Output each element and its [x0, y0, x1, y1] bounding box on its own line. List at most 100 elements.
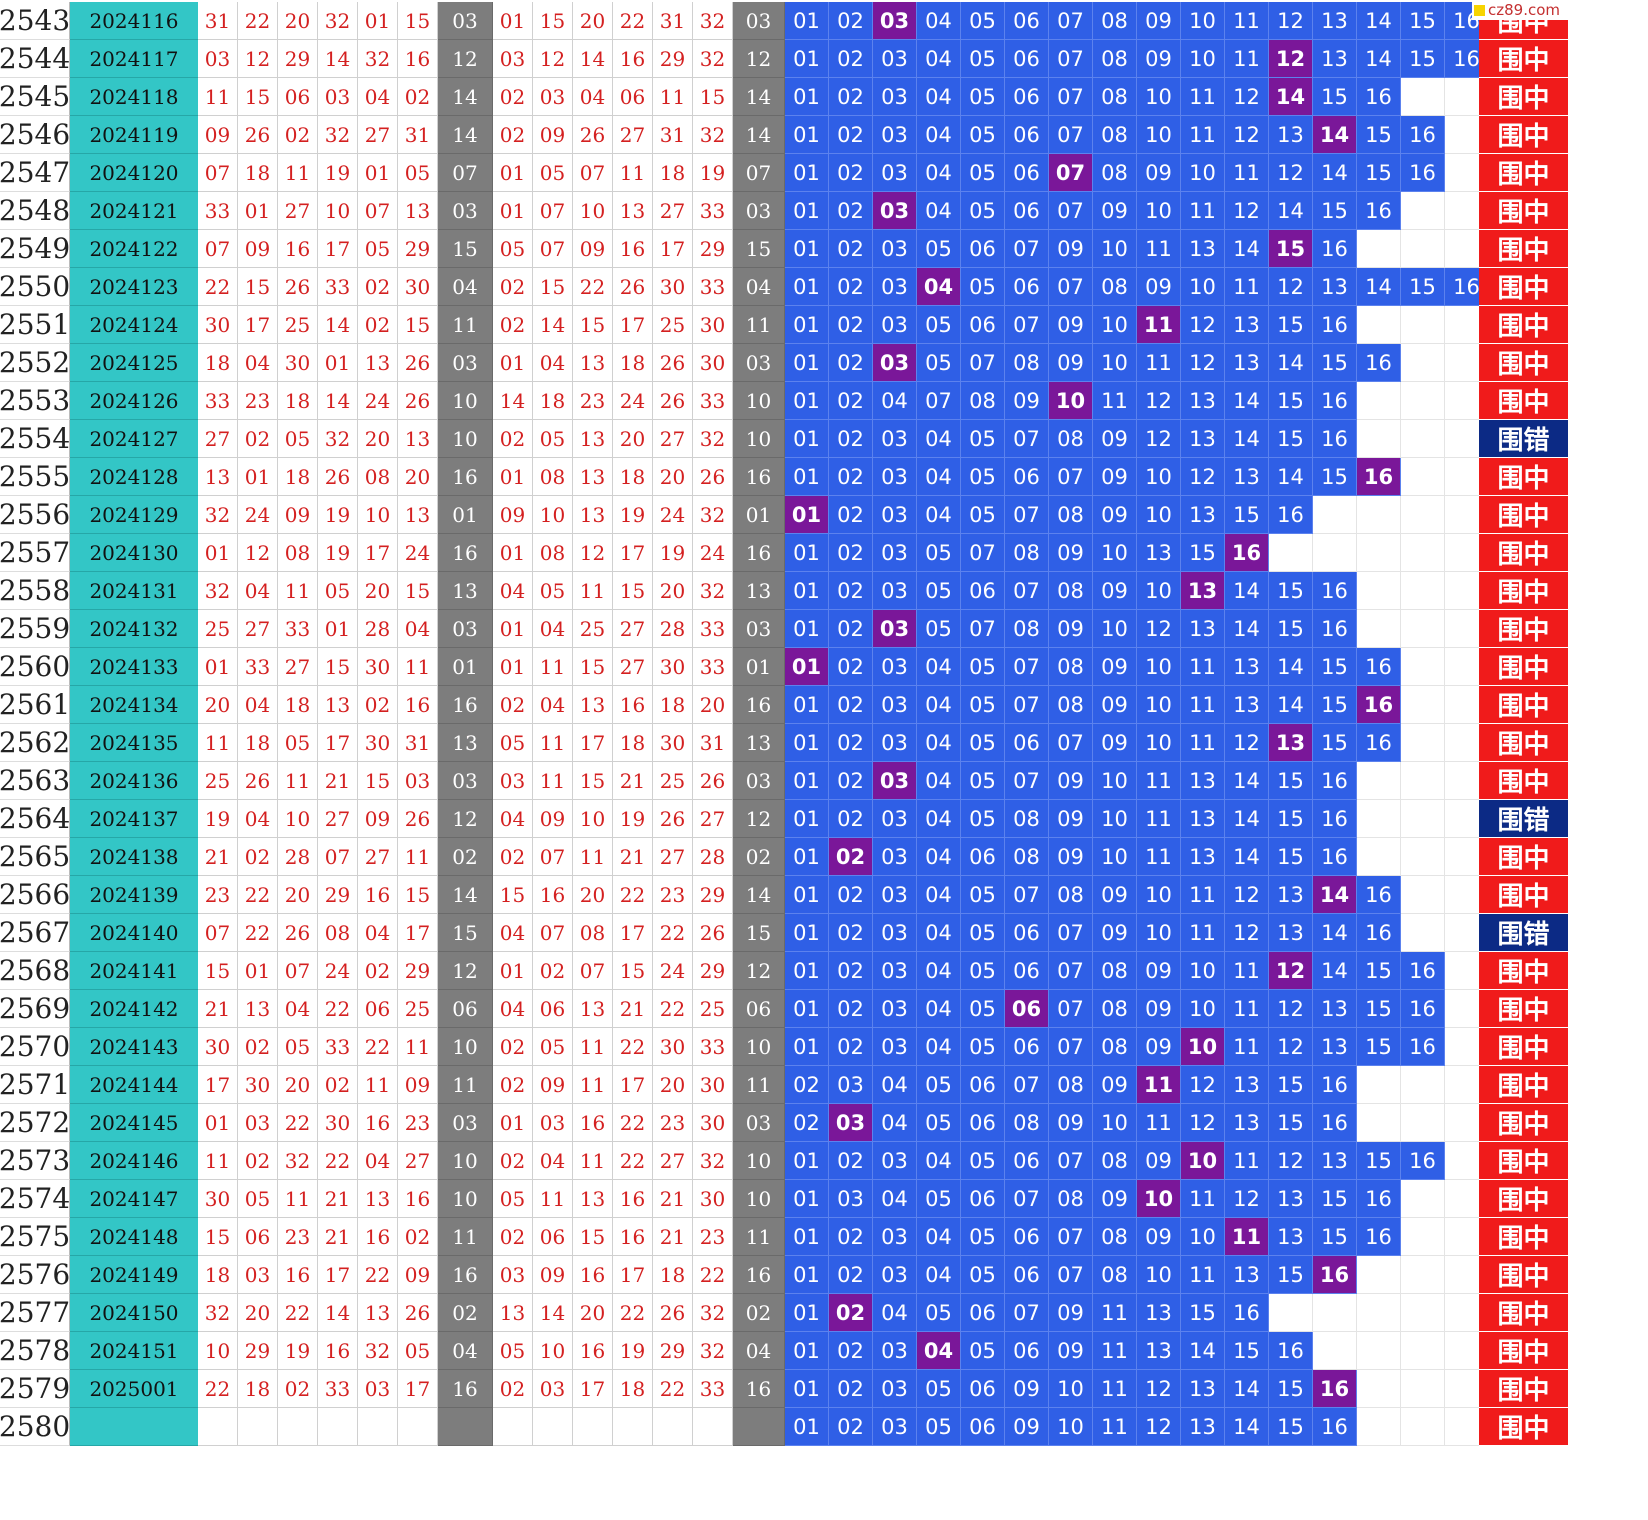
pick-number: 01: [785, 116, 829, 154]
pick-number: 09: [1049, 344, 1093, 382]
pick-number: 09: [1049, 1294, 1093, 1332]
pick-number: 02: [829, 116, 873, 154]
pick-number: 02: [829, 648, 873, 686]
draw-number: 05: [278, 420, 318, 458]
pick-number: 07: [1049, 78, 1093, 116]
pick-number: 13: [1137, 1294, 1181, 1332]
sorted-number: 16: [613, 40, 653, 78]
special-number-repeat: 03: [733, 1104, 785, 1142]
sorted-number: 21: [653, 1180, 693, 1218]
period-number: 2025001: [70, 1370, 198, 1408]
pick-number: 15: [1313, 458, 1357, 496]
sorted-number: 11: [533, 1180, 573, 1218]
pick-number: 03: [873, 952, 917, 990]
pick-number: 02: [829, 1218, 873, 1256]
sorted-number: 07: [533, 192, 573, 230]
pick-empty-cell: [1357, 1066, 1401, 1104]
row-index: 2577: [0, 1294, 70, 1332]
draw-number: 05: [238, 1180, 278, 1218]
sorted-number: 12: [533, 40, 573, 78]
pick-number: 10: [1093, 838, 1137, 876]
pick-number: 11: [1181, 1180, 1225, 1218]
pick-number: 01: [785, 572, 829, 610]
pick-number: 02: [829, 78, 873, 116]
pick-number: 08: [1093, 154, 1137, 192]
pick-number: 11: [1181, 648, 1225, 686]
special-number: 06: [438, 990, 493, 1028]
pick-number: 12: [1137, 610, 1181, 648]
pick-number: 09: [1137, 1218, 1181, 1256]
draw-number: 01: [238, 952, 278, 990]
draw-number: 26: [398, 382, 438, 420]
pick-empty-cell: [1357, 1294, 1401, 1332]
pick-number: 05: [961, 1028, 1005, 1066]
pick-number: 01: [785, 762, 829, 800]
sorted-number: 02: [493, 306, 533, 344]
sorted-number: 16: [573, 1104, 613, 1142]
pick-number: 12: [1181, 1066, 1225, 1104]
pick-number: 05: [961, 496, 1005, 534]
pick-number-hit: 11: [1137, 306, 1181, 344]
period-number: 2024148: [70, 1218, 198, 1256]
draw-number: 32: [198, 1294, 238, 1332]
sorted-number: 13: [573, 686, 613, 724]
sorted-number: 27: [613, 116, 653, 154]
special-number: 16: [438, 534, 493, 572]
pick-number: 13: [1225, 1256, 1269, 1294]
pick-number: 08: [1093, 1256, 1137, 1294]
draw-number: 01: [318, 610, 358, 648]
special-number: 12: [438, 40, 493, 78]
pick-number: 14: [1225, 230, 1269, 268]
row-index: 2574: [0, 1180, 70, 1218]
draw-number: 21: [198, 838, 238, 876]
draw-number: 09: [398, 1256, 438, 1294]
result-badge: 围中: [1479, 1408, 1568, 1446]
draw-number: 18: [238, 154, 278, 192]
pick-number: 04: [917, 952, 961, 990]
pick-number: 01: [785, 1028, 829, 1066]
pick-number: 07: [961, 344, 1005, 382]
draw-number: 04: [238, 800, 278, 838]
draw-number: 29: [278, 40, 318, 78]
pick-number: 15: [1269, 1066, 1313, 1104]
pick-number-hit: 12: [1269, 952, 1313, 990]
sorted-number: 30: [653, 724, 693, 762]
result-badge: 围中: [1479, 1142, 1568, 1180]
pick-number: 01: [785, 458, 829, 496]
pick-number: 15: [1269, 610, 1313, 648]
pick-number: 07: [1005, 1180, 1049, 1218]
pick-number: 01: [785, 914, 829, 952]
pick-number: 13: [1313, 2, 1357, 40]
row-index: 2576: [0, 1256, 70, 1294]
pick-number: 15: [1357, 990, 1401, 1028]
special-number: 10: [438, 382, 493, 420]
pick-number: 14: [1225, 420, 1269, 458]
pick-number: 04: [917, 78, 961, 116]
period-number: 2024132: [70, 610, 198, 648]
draw-number: 17: [318, 724, 358, 762]
pick-number: 15: [1313, 1218, 1357, 1256]
special-number: 03: [438, 344, 493, 382]
draw-number: 17: [358, 534, 398, 572]
pick-number: 04: [917, 2, 961, 40]
sorted-number: 22: [573, 268, 613, 306]
draw-number: 19: [198, 800, 238, 838]
pick-number: 09: [1093, 724, 1137, 762]
sorted-number: 23: [693, 1218, 733, 1256]
sorted-number: 18: [653, 1256, 693, 1294]
draw-number: 23: [398, 1104, 438, 1142]
period-number: 2024136: [70, 762, 198, 800]
pick-number: 02: [829, 192, 873, 230]
special-number: 10: [438, 1028, 493, 1066]
pick-empty-cell: [1401, 1408, 1445, 1446]
pick-number-hit: 02: [829, 838, 873, 876]
draw-number: 26: [238, 762, 278, 800]
draw-number: 21: [198, 990, 238, 1028]
draw-number: 26: [398, 800, 438, 838]
pick-number: 12: [1225, 724, 1269, 762]
pick-number: 15: [1357, 116, 1401, 154]
sorted-number: 30: [693, 1180, 733, 1218]
draw-number: [358, 1408, 398, 1446]
pick-number: 13: [1225, 686, 1269, 724]
draw-number: 22: [358, 1256, 398, 1294]
